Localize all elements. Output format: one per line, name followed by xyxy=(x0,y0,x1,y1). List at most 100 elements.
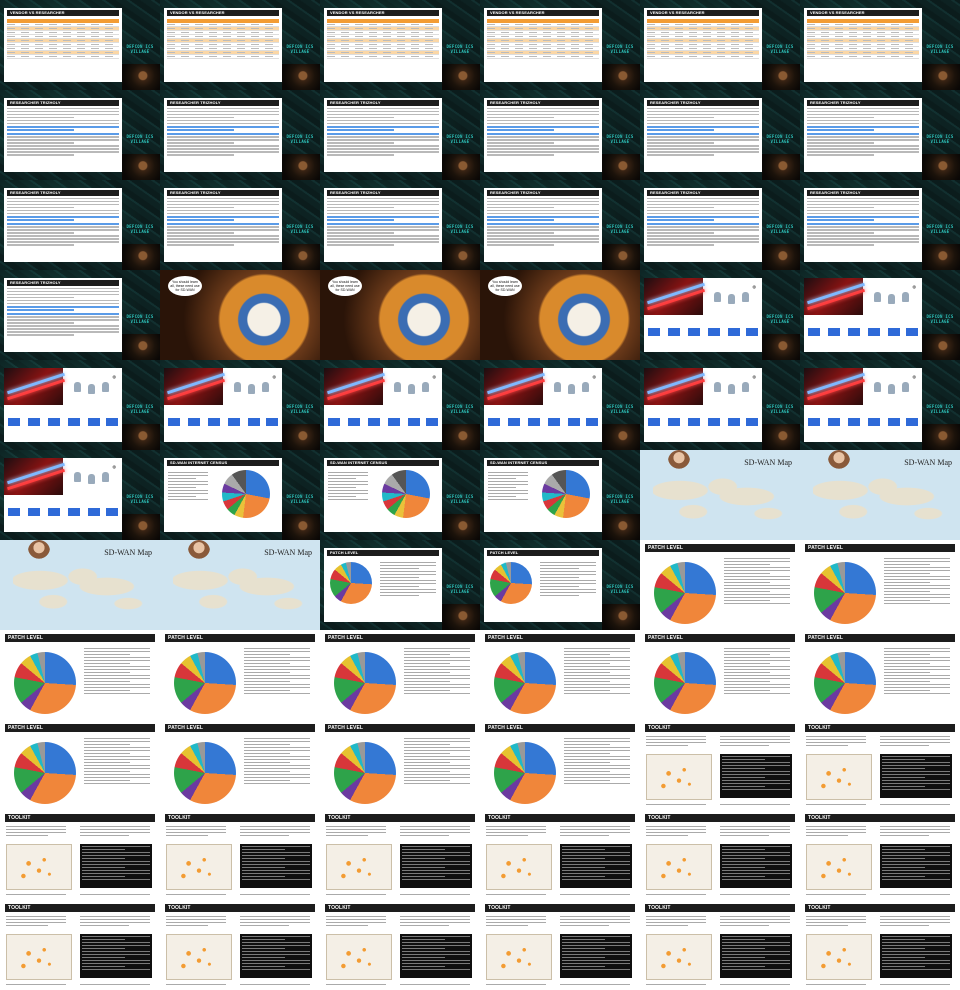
slide: VENDOR VS RESEARCHER xyxy=(324,8,442,82)
video-thumbnail[interactable]: VENDOR VS RESEARCHER DEFCON ICS VILLAGE xyxy=(800,0,960,90)
conference-logo: DEFCON ICS VILLAGE xyxy=(606,494,634,504)
video-thumbnail[interactable]: ◎ DEFCON ICS VILLAGE xyxy=(640,270,800,360)
video-thumbnail[interactable]: PATCH LEVEL xyxy=(160,630,320,720)
slide-title: TOOLKIT xyxy=(485,814,635,822)
terminal-screenshot xyxy=(560,934,632,978)
video-thumbnail[interactable]: TOOLKIT xyxy=(640,810,800,900)
slide-title: RESEARCHER TRIZHOLY xyxy=(487,100,599,106)
video-thumbnail[interactable]: PATCH LEVEL xyxy=(0,720,160,810)
video-thumbnail[interactable]: RESEARCHER TRIZHOLY DEFCON ICS VILLAGE xyxy=(480,90,640,180)
video-thumbnail[interactable]: TOOLKIT xyxy=(0,810,160,900)
video-thumbnail[interactable]: PATCH LEVEL xyxy=(480,720,640,810)
slide: PATCH LEVEL xyxy=(800,630,960,720)
slide-title: PATCH LEVEL xyxy=(325,634,475,642)
video-thumbnail[interactable]: PATCH LEVEL xyxy=(0,630,160,720)
video-thumbnail[interactable]: TOOLKIT xyxy=(0,900,160,990)
video-thumbnail[interactable]: PATCH LEVEL xyxy=(480,630,640,720)
video-thumbnail[interactable]: TOOLKIT xyxy=(800,720,960,810)
video-thumbnail[interactable]: SD-WAN Map xyxy=(640,450,800,540)
speaker-camera xyxy=(602,424,640,450)
video-thumbnail[interactable]: VENDOR VS RESEARCHER DEFCON ICS VILLAGE xyxy=(160,0,320,90)
video-thumbnail[interactable]: ◎ DEFCON ICS VILLAGE xyxy=(0,360,160,450)
video-thumbnail[interactable]: SD-WAN Map xyxy=(0,540,160,630)
video-thumbnail[interactable]: ◎ DEFCON ICS VILLAGE xyxy=(800,270,960,360)
video-thumbnail[interactable]: RESEARCHER TRIZHOLY DEFCON ICS VILLAGE xyxy=(640,90,800,180)
video-thumbnail[interactable]: TOOLKIT xyxy=(800,900,960,990)
video-thumbnail[interactable]: RESEARCHER TRIZHOLY DEFCON ICS VILLAGE xyxy=(0,180,160,270)
video-thumbnail[interactable]: RESEARCHER TRIZHOLY DEFCON ICS VILLAGE xyxy=(480,180,640,270)
conference-logo: DEFCON ICS VILLAGE xyxy=(766,134,794,144)
speech-bubble: You should learn all, these need use for… xyxy=(168,276,202,296)
slide-title: PATCH LEVEL xyxy=(485,724,635,732)
video-thumbnail[interactable]: PATCH LEVEL xyxy=(640,630,800,720)
video-thumbnail[interactable]: VENDOR VS RESEARCHER DEFCON ICS VILLAGE xyxy=(320,0,480,90)
conference-logo: DEFCON ICS VILLAGE xyxy=(446,44,474,54)
pie-chart xyxy=(654,652,716,714)
video-thumbnail[interactable]: ◎ DEFCON ICS VILLAGE xyxy=(640,360,800,450)
video-thumbnail[interactable]: TOOLKIT xyxy=(160,810,320,900)
video-thumbnail[interactable]: VENDOR VS RESEARCHER DEFCON ICS VILLAGE xyxy=(480,0,640,90)
vendor-logo: ◎ xyxy=(432,374,437,379)
video-thumbnail[interactable]: TOOLKIT xyxy=(640,720,800,810)
video-thumbnail[interactable]: VENDOR VS RESEARCHER DEFCON ICS VILLAGE xyxy=(640,0,800,90)
video-thumbnail[interactable]: TOOLKIT xyxy=(480,810,640,900)
video-thumbnail[interactable]: PATCH LEVEL xyxy=(320,720,480,810)
video-thumbnail[interactable]: PATCH LEVEL xyxy=(800,630,960,720)
video-thumbnail[interactable]: You should learn all, these need use for… xyxy=(480,270,640,360)
video-thumbnail[interactable]: SD-WAN INTERNET CENSUS DEFCON ICS VILLAGE xyxy=(160,450,320,540)
terminal-screenshot xyxy=(400,844,472,888)
video-thumbnail[interactable]: RESEARCHER TRIZHOLY DEFCON ICS VILLAGE xyxy=(320,180,480,270)
video-thumbnail[interactable]: RESEARCHER TRIZHOLY DEFCON ICS VILLAGE xyxy=(160,180,320,270)
video-thumbnail[interactable]: ◎ DEFCON ICS VILLAGE xyxy=(480,360,640,450)
slide-title: RESEARCHER TRIZHOLY xyxy=(167,190,279,196)
video-thumbnail[interactable]: TOOLKIT xyxy=(480,900,640,990)
slide: ◎ xyxy=(644,278,762,352)
conference-logo: DEFCON ICS VILLAGE xyxy=(126,224,154,234)
video-thumbnail[interactable]: RESEARCHER TRIZHOLY DEFCON ICS VILLAGE xyxy=(800,180,960,270)
slide: RESEARCHER TRIZHOLY xyxy=(324,98,442,172)
video-thumbnail[interactable]: PATCH LEVEL xyxy=(640,540,800,630)
terminal-screenshot xyxy=(720,844,792,888)
video-thumbnail[interactable]: TOOLKIT xyxy=(320,900,480,990)
speaker-camera xyxy=(442,244,480,270)
slide-title: PATCH LEVEL xyxy=(485,634,635,642)
pie-chart xyxy=(334,742,396,804)
video-thumbnail[interactable]: VENDOR VS RESEARCHER DEFCON ICS VILLAGE xyxy=(0,0,160,90)
video-thumbnail[interactable]: PATCH LEVEL xyxy=(320,630,480,720)
slide: TOOLKIT xyxy=(480,810,640,900)
video-thumbnail[interactable]: RESEARCHER TRIZHOLY DEFCON ICS VILLAGE xyxy=(0,270,160,360)
video-thumbnail[interactable]: SD-WAN INTERNET CENSUS DEFCON ICS VILLAGE xyxy=(320,450,480,540)
video-thumbnail[interactable]: PATCH LEVEL xyxy=(800,540,960,630)
video-thumbnail[interactable]: RESEARCHER TRIZHOLY DEFCON ICS VILLAGE xyxy=(640,180,800,270)
video-thumbnail[interactable]: RESEARCHER TRIZHOLY DEFCON ICS VILLAGE xyxy=(160,90,320,180)
slide: You should learn all, these need use for… xyxy=(160,270,320,360)
video-thumbnail[interactable]: RESEARCHER TRIZHOLY DEFCON ICS VILLAGE xyxy=(800,90,960,180)
slide-title: TOOLKIT xyxy=(645,814,795,822)
video-thumbnail[interactable]: ◎ DEFCON ICS VILLAGE xyxy=(320,360,480,450)
video-thumbnail[interactable]: SD-WAN Map xyxy=(160,540,320,630)
video-thumbnail[interactable]: RESEARCHER TRIZHOLY DEFCON ICS VILLAGE xyxy=(0,90,160,180)
video-thumbnail[interactable]: SD-WAN Map xyxy=(800,450,960,540)
video-thumbnail[interactable]: SD-WAN INTERNET CENSUS DEFCON ICS VILLAGE xyxy=(480,450,640,540)
video-thumbnail[interactable]: PATCH LEVEL xyxy=(160,720,320,810)
video-thumbnail[interactable]: You should learn all, these need use for… xyxy=(160,270,320,360)
video-thumbnail[interactable]: TOOLKIT xyxy=(640,900,800,990)
slide: RESEARCHER TRIZHOLY xyxy=(164,188,282,262)
video-thumbnail[interactable]: RESEARCHER TRIZHOLY DEFCON ICS VILLAGE xyxy=(320,90,480,180)
video-thumbnail[interactable]: ◎ DEFCON ICS VILLAGE xyxy=(160,360,320,450)
video-thumbnail[interactable]: You should learn all, these need use for… xyxy=(320,270,480,360)
video-thumbnail[interactable]: TOOLKIT xyxy=(320,810,480,900)
conference-logo: DEFCON ICS VILLAGE xyxy=(446,224,474,234)
world-map xyxy=(0,540,160,630)
slide-title: PATCH LEVEL xyxy=(645,634,795,642)
video-thumbnail[interactable]: PATCH LEVEL DEFCON ICS VILLAGE xyxy=(320,540,480,630)
video-thumbnail[interactable]: ◎ DEFCON ICS VILLAGE xyxy=(0,450,160,540)
video-thumbnail[interactable]: TOOLKIT xyxy=(800,810,960,900)
video-thumbnail[interactable]: ◎ DEFCON ICS VILLAGE xyxy=(800,360,960,450)
video-thumbnail[interactable]: PATCH LEVEL DEFCON ICS VILLAGE xyxy=(480,540,640,630)
terminal-screenshot xyxy=(560,844,632,888)
video-thumbnail[interactable]: TOOLKIT xyxy=(160,900,320,990)
slide: TOOLKIT xyxy=(0,810,160,900)
speaker-camera xyxy=(282,64,320,90)
slide: You should learn all, these need use for… xyxy=(320,270,480,360)
